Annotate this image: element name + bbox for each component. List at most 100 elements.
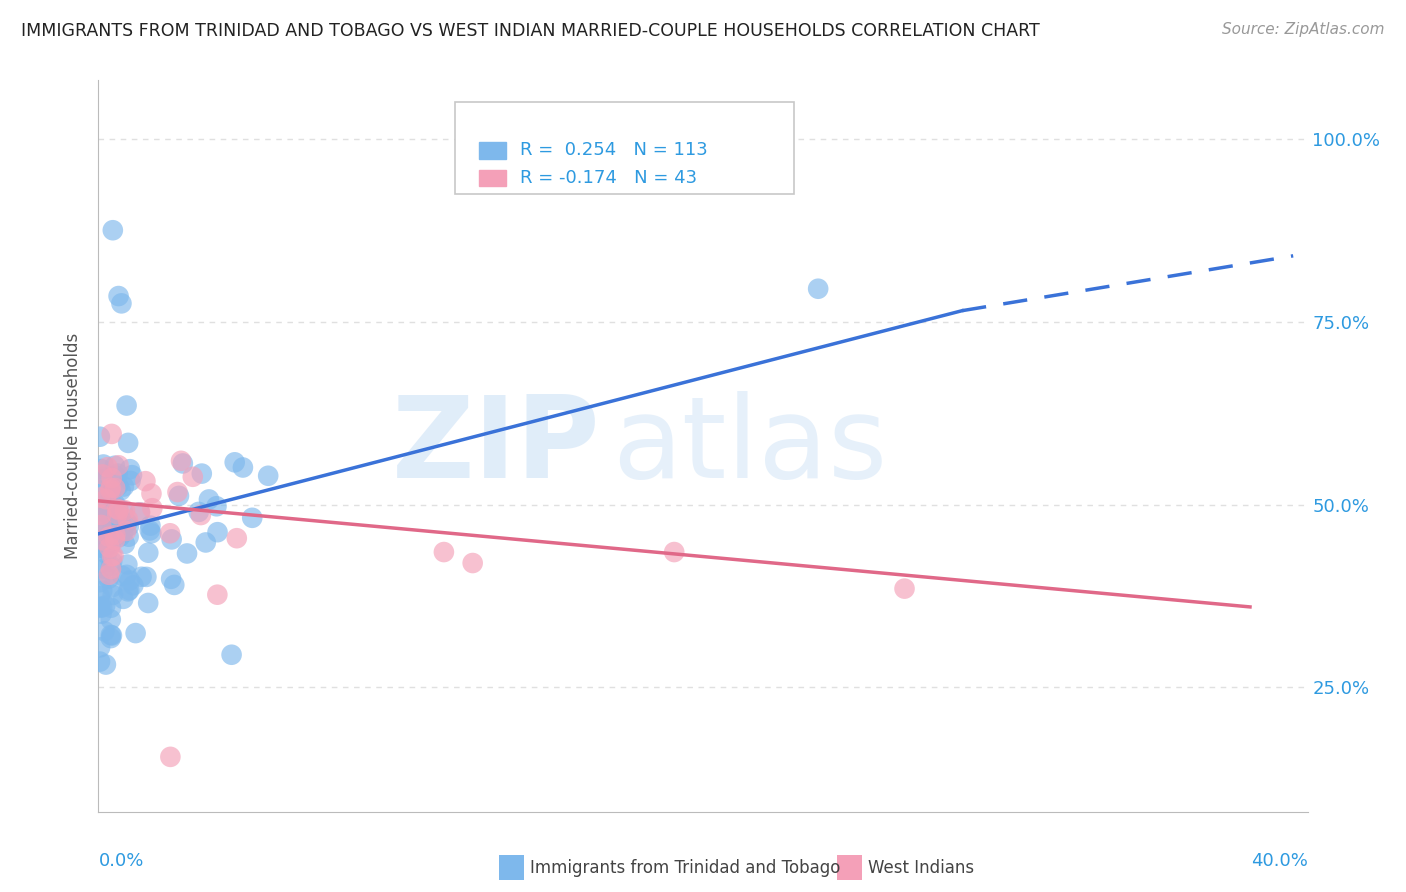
Point — [91, 533, 114, 548]
Point — [117, 584, 139, 599]
Point — [96, 547, 118, 561]
Point — [108, 530, 131, 544]
Point — [118, 462, 141, 476]
Point — [90, 556, 112, 570]
Point — [139, 524, 162, 538]
Point — [129, 505, 152, 519]
Point — [100, 471, 122, 485]
Point — [807, 282, 830, 296]
Point — [89, 522, 111, 536]
Point — [97, 530, 120, 544]
Point — [176, 546, 198, 560]
Point — [139, 518, 162, 533]
Point — [91, 600, 114, 615]
Point — [104, 511, 127, 525]
Point — [141, 526, 163, 541]
Point — [100, 559, 122, 574]
Point — [107, 478, 129, 492]
Point — [159, 749, 181, 764]
Point — [107, 458, 129, 473]
Point — [100, 538, 122, 552]
Point — [96, 496, 118, 510]
Point — [93, 562, 115, 576]
Point — [104, 533, 127, 547]
Point — [136, 596, 159, 610]
Point — [110, 512, 132, 526]
Point — [90, 473, 112, 487]
Point — [90, 518, 112, 533]
Point — [89, 600, 111, 615]
Point — [103, 549, 125, 563]
Point — [135, 570, 157, 584]
Text: atlas: atlas — [613, 391, 887, 501]
Text: 40.0%: 40.0% — [1251, 852, 1308, 870]
Point — [89, 491, 111, 505]
Point — [117, 436, 139, 450]
Point — [100, 600, 122, 615]
Point — [128, 505, 150, 519]
Point — [190, 508, 212, 522]
Point — [104, 528, 127, 542]
Text: 0.0%: 0.0% — [98, 852, 143, 870]
Text: R = -0.174   N = 43: R = -0.174 N = 43 — [520, 169, 697, 186]
Point — [136, 546, 159, 560]
Point — [103, 521, 125, 535]
Point — [198, 492, 221, 507]
Point — [89, 541, 111, 555]
Point — [89, 535, 111, 549]
Point — [111, 569, 134, 583]
FancyBboxPatch shape — [479, 169, 506, 186]
Point — [101, 223, 124, 237]
Point — [101, 526, 124, 541]
Point — [100, 481, 122, 495]
Point — [94, 541, 117, 556]
Point — [98, 531, 121, 545]
Point — [207, 588, 229, 602]
Point — [121, 468, 143, 483]
Point — [97, 567, 120, 582]
Point — [207, 525, 229, 540]
Point — [221, 648, 243, 662]
Point — [117, 558, 139, 572]
Point — [107, 501, 129, 516]
Point — [114, 537, 136, 551]
Text: IMMIGRANTS FROM TRINIDAD AND TOBAGO VS WEST INDIAN MARRIED-COUPLE HOUSEHOLDS COR: IMMIGRANTS FROM TRINIDAD AND TOBAGO VS W… — [21, 22, 1040, 40]
Y-axis label: Married-couple Households: Married-couple Households — [65, 333, 83, 559]
Point — [89, 527, 111, 541]
Point — [90, 504, 112, 518]
Point — [122, 578, 145, 592]
Point — [115, 524, 138, 538]
Point — [89, 575, 111, 590]
Point — [90, 607, 112, 621]
Point — [91, 583, 114, 598]
Point — [98, 483, 121, 497]
Point — [181, 470, 204, 484]
Point — [94, 492, 117, 507]
Point — [93, 624, 115, 639]
Point — [115, 399, 138, 413]
Point — [120, 474, 142, 488]
Point — [225, 531, 247, 545]
Text: ZIP: ZIP — [392, 391, 600, 501]
Point — [118, 519, 141, 533]
Point — [167, 489, 190, 503]
Point — [117, 530, 139, 544]
Point — [101, 628, 124, 642]
Point — [118, 574, 141, 588]
Point — [134, 474, 156, 488]
Point — [90, 508, 112, 522]
Point — [194, 535, 217, 549]
Point — [107, 467, 129, 481]
Point — [101, 549, 124, 564]
Point — [89, 430, 111, 444]
Point — [115, 567, 138, 582]
Point — [114, 503, 136, 517]
Point — [90, 483, 112, 498]
Point — [172, 457, 194, 471]
Point — [97, 524, 120, 538]
Point — [103, 519, 125, 533]
Point — [100, 631, 122, 645]
Point — [100, 512, 122, 526]
Point — [117, 512, 139, 526]
Point — [89, 655, 111, 669]
